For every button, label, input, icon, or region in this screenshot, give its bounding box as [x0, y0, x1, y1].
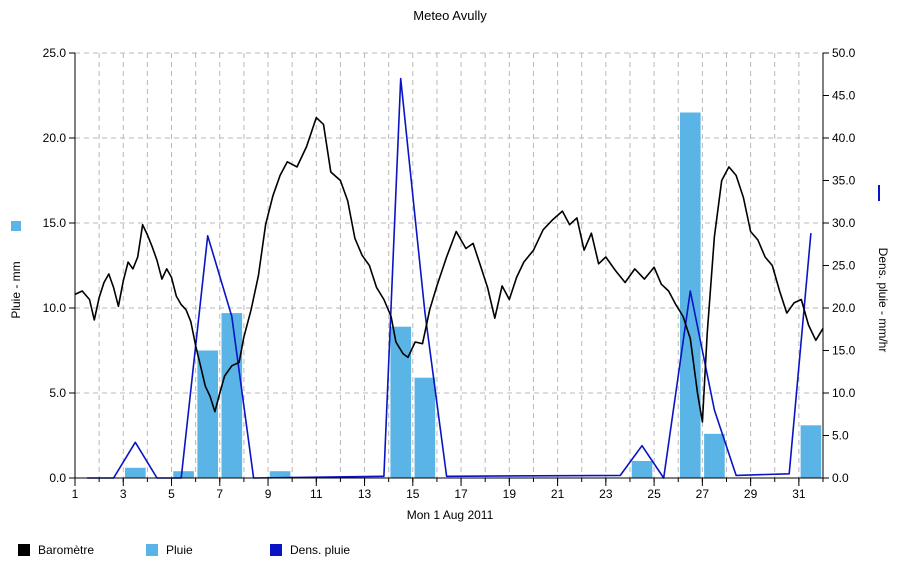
x-tick-label: 1	[72, 487, 79, 501]
x-tick-label: 23	[599, 487, 613, 501]
legend-label-dens-pluie: Dens. pluie	[290, 543, 351, 557]
chart-title: Meteo Avully	[413, 8, 487, 23]
y-tick-label-right: 5.0	[832, 429, 849, 443]
right-axis-key-swatch	[878, 185, 880, 201]
grid-lines	[74, 52, 824, 479]
x-tick-label: 3	[120, 487, 127, 501]
bar-pluie	[269, 471, 291, 478]
bar-pluie	[221, 313, 243, 478]
x-tick-label: 21	[551, 487, 565, 501]
rain-bars	[125, 112, 822, 478]
y-tick-label-left: 25.0	[43, 46, 67, 60]
legend-label-pluie: Pluie	[166, 543, 193, 557]
x-axis-label: Mon 1 Aug 2011	[406, 508, 494, 522]
y-tick-label-right: 45.0	[832, 89, 856, 103]
x-tick-label: 31	[792, 487, 806, 501]
bar-pluie	[173, 471, 194, 478]
bar-pluie	[704, 433, 725, 478]
legend-item-barometre: Baromètre	[18, 540, 94, 560]
x-tick-label: 15	[406, 487, 420, 501]
y-tick-label-left: 5.0	[49, 386, 66, 400]
y-tick-label-right: 25.0	[832, 259, 856, 273]
y-tick-label-right: 15.0	[832, 344, 856, 358]
y-axis-label-right: Dens. pluie - mm/hr	[868, 200, 898, 400]
x-tick-label: 29	[744, 487, 758, 501]
y-tick-label-right: 40.0	[832, 131, 856, 145]
chart-legend: Baromètre Pluie Dens. pluie	[18, 540, 578, 562]
y-axis-label-left: Pluie - mm	[6, 230, 26, 350]
left-axis-key-swatch	[11, 221, 21, 231]
x-tick-label: 7	[216, 487, 223, 501]
x-tick-label: 13	[358, 487, 372, 501]
legend-swatch-dens-pluie	[270, 544, 282, 556]
legend-swatch-pluie	[146, 544, 158, 556]
x-tick-label: 9	[265, 487, 272, 501]
y-tick-label-right: 35.0	[832, 174, 856, 188]
y-tick-label-left: 20.0	[43, 131, 67, 145]
bar-pluie	[631, 461, 653, 478]
x-tick-label: 25	[647, 487, 661, 501]
x-tick-label: 27	[696, 487, 710, 501]
y-tick-label-right: 30.0	[832, 216, 856, 230]
y-axis-label-right-text: Dens. pluie - mm/hr	[876, 247, 890, 353]
y-tick-label-right: 0.0	[832, 471, 849, 485]
y-axis-label-left-text: Pluie - mm	[9, 261, 23, 319]
legend-swatch-barometre	[18, 544, 30, 556]
y-tick-label-right: 20.0	[832, 301, 856, 315]
y-tick-label-right: 10.0	[832, 386, 856, 400]
legend-label-barometre: Baromètre	[38, 543, 95, 557]
y-tick-label-left: 10.0	[43, 301, 67, 315]
x-tick-label: 19	[503, 487, 517, 501]
bar-pluie	[390, 326, 412, 478]
legend-item-pluie: Pluie	[146, 540, 193, 560]
bar-pluie	[800, 425, 822, 478]
bar-pluie	[125, 467, 146, 478]
bar-pluie	[197, 350, 219, 478]
y-tick-label-left: 15.0	[43, 216, 67, 230]
x-tick-label: 5	[168, 487, 175, 501]
y-tick-label-right: 50.0	[832, 46, 856, 60]
bar-pluie	[414, 377, 436, 478]
line-barometre	[74, 116, 824, 423]
x-tick-label: 11	[310, 487, 323, 501]
x-tick-label: 17	[454, 487, 468, 501]
y-tick-label-left: 0.0	[49, 471, 66, 485]
axes: 0.0 5.0 10.0 15.0 20.0 25.0 0.0 5.0 10.0 15.0 20.0…	[43, 46, 856, 501]
legend-item-dens-pluie: Dens. pluie	[270, 540, 350, 560]
